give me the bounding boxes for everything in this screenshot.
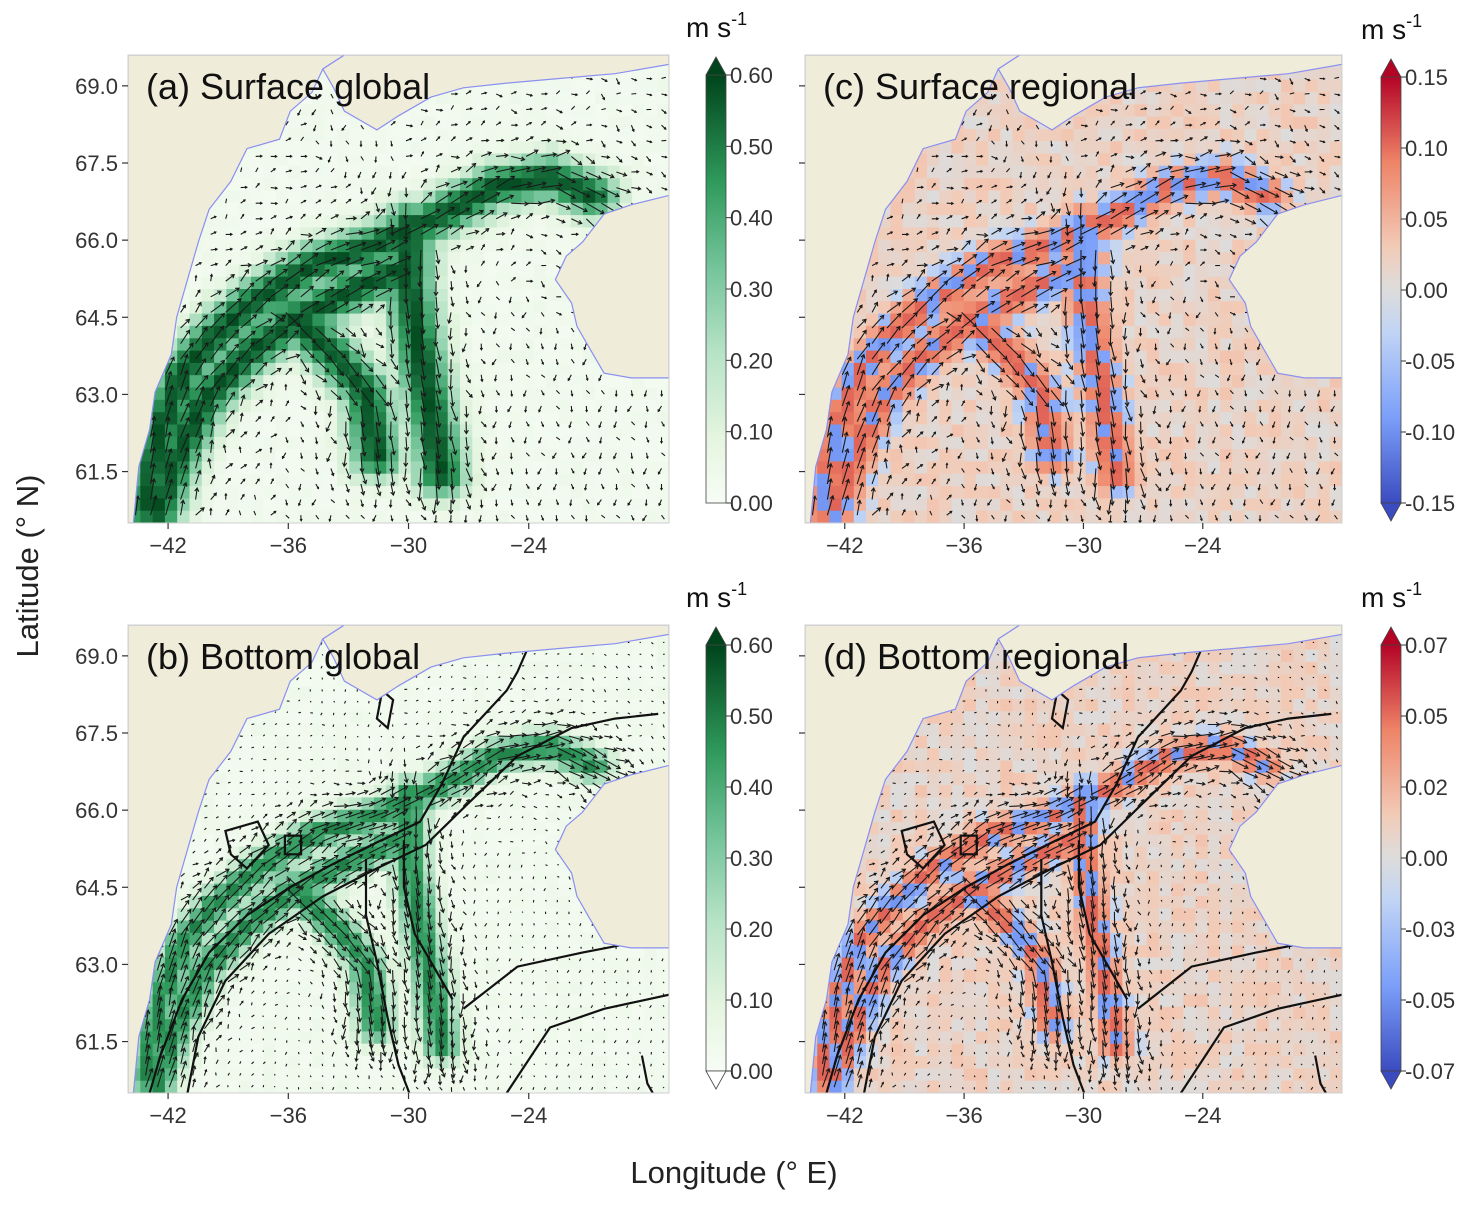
colorbar-tick-label: -0.05 [1405, 988, 1455, 1013]
colorbar-tick-label: -0.15 [1405, 491, 1455, 516]
plot-area-c [805, 55, 1343, 524]
x-tick-label: −24 [510, 533, 547, 558]
colorbar-unit: m s-1 [1361, 579, 1422, 613]
colorbar-tick-label: 0.60 [730, 63, 773, 88]
plot-area-a [128, 55, 670, 524]
colorbar-extend-max [706, 57, 726, 75]
x-tick-label: −42 [149, 533, 186, 558]
colorbar-unit: m s-1 [686, 579, 747, 613]
y-tick-label: 67.5 [75, 721, 118, 746]
y-tick-label: 61.5 [75, 1030, 118, 1055]
x-tick-label: −24 [1184, 1103, 1221, 1128]
y-tick-label: 64.5 [75, 305, 118, 330]
colorbar-tick-label: 0.30 [730, 846, 773, 871]
x-tick-label: −42 [149, 1103, 186, 1128]
colorbar-tick-label: 0.10 [730, 988, 773, 1013]
colorbar-unit-exponent: -1 [731, 9, 747, 29]
colorbar-a: 0.00 0.10 0.20 0.30 0.40 0.50 0.60 m s-1 [686, 9, 773, 516]
y-tick-label: 66.0 [75, 228, 118, 253]
colorbar-tick-label: 0.00 [1405, 846, 1448, 871]
x-tick-label: −36 [270, 1103, 307, 1128]
colorbar-tick-label: -0.03 [1405, 917, 1455, 942]
colorbar-tick-label: 0.10 [730, 420, 773, 445]
colorbar-gradient [1381, 645, 1401, 1071]
colorbar-extend-min [706, 1071, 726, 1089]
colorbar-tick-label: 0.40 [730, 775, 773, 800]
x-tick-label: −30 [390, 1103, 427, 1128]
y-tick-label: 61.5 [75, 460, 118, 485]
panel-b: (b) Bottom global −42 −36 −30 −24 69.0 67.5 66.… [75, 579, 773, 1128]
x-tick-label: −36 [945, 1103, 982, 1128]
colorbar-unit: m s-1 [686, 9, 747, 43]
colorbar-tick-label: 0.30 [730, 277, 773, 302]
x-tick-label: −30 [1065, 1103, 1102, 1128]
panel-title: (d) Bottom regional [823, 636, 1129, 677]
colorbar-tick-label: 0.40 [730, 206, 773, 231]
colorbar-gradient [706, 645, 726, 1071]
colorbar-tick-label: -0.05 [1405, 349, 1455, 374]
colorbar-extend-max [1381, 627, 1401, 645]
colorbar-unit-exponent: -1 [1406, 579, 1422, 599]
x-tick-label: −30 [1065, 533, 1102, 558]
colorbar-unit: m s-1 [1361, 11, 1422, 45]
colorbar-tick-label: 0.05 [1405, 704, 1448, 729]
colorbar-extend-max [1381, 59, 1401, 77]
x-tick-label: −24 [510, 1103, 547, 1128]
colorbar-d: -0.07 -0.05 -0.03 0.00 0.02 0.05 0.07 m s-1 [1361, 579, 1455, 1089]
colorbar-tick-label: 0.50 [730, 704, 773, 729]
panel-d: (d) Bottom regional−42−36−30−24-0.07-0.0… [799, 579, 1455, 1128]
colorbar-tick-label: 0.15 [1405, 65, 1448, 90]
colorbar-tick-label: 0.05 [1405, 207, 1448, 232]
colorbar-unit-exponent: -1 [1406, 11, 1422, 31]
colorbar-tick-label: 0.07 [1405, 633, 1448, 658]
colorbar-extend-max [706, 627, 726, 645]
y-tick-label: 63.0 [75, 952, 118, 977]
y-tick-label: 66.0 [75, 798, 118, 823]
y-tick-label: 67.5 [75, 151, 118, 176]
panel-a: (a) Surface global −42 −36 −30 −24 69.0 67.5 66… [75, 9, 773, 558]
x-tick-label: −42 [826, 1103, 863, 1128]
panel-title: (a) Surface global [146, 66, 430, 107]
x-tick-label: −24 [1184, 533, 1221, 558]
colorbar-extend-min [1381, 503, 1401, 521]
panel-title: (b) Bottom global [146, 636, 420, 677]
x-tick-label: −36 [945, 533, 982, 558]
colorbar-tick-label: 0.10 [1405, 136, 1448, 161]
panel-title: (c) Surface regional [823, 66, 1137, 107]
colorbar-tick-label: 0.60 [730, 633, 773, 658]
x-tick-label: −30 [390, 533, 427, 558]
colorbar-tick-label: 0.00 [730, 491, 773, 516]
colorbar-tick-label: 0.02 [1405, 775, 1448, 800]
colorbar-tick-label: 0.00 [1405, 278, 1448, 303]
colorbar-b: 0.00 0.10 0.20 0.30 0.40 0.50 0.60 m s-1 [686, 579, 773, 1089]
x-tick-label: −42 [826, 533, 863, 558]
colorbar-extend-min [1381, 1071, 1401, 1089]
colorbar-gradient [706, 75, 726, 503]
colorbar-c: -0.15 -0.10 -0.05 0.00 0.05 0.10 0.15 m s-1 [1361, 11, 1455, 521]
plot-area-d [805, 625, 1343, 1094]
colorbar-gradient [1381, 77, 1401, 503]
x-tick-label: −36 [270, 533, 307, 558]
y-axis-title: Latitude (° N) [10, 475, 45, 658]
y-tick-label: 63.0 [75, 382, 118, 407]
y-tick-label: 69.0 [75, 74, 118, 99]
colorbar-tick-label: 0.00 [730, 1059, 773, 1084]
colorbar-tick-label: 0.20 [730, 348, 773, 373]
x-axis-title: Longitude (° E) [630, 1155, 837, 1190]
plot-area-b [128, 625, 670, 1094]
colorbar-tick-label: 0.50 [730, 134, 773, 159]
y-tick-label: 69.0 [75, 644, 118, 669]
panel-c: (c) Surface regional−42−36−30−24-0.15-0.… [799, 11, 1455, 558]
colorbar-tick-label: -0.10 [1405, 420, 1455, 445]
y-tick-label: 64.5 [75, 875, 118, 900]
colorbar-tick-label: -0.07 [1405, 1059, 1455, 1084]
colorbar-tick-label: 0.20 [730, 917, 773, 942]
colorbar-unit-exponent: -1 [731, 579, 747, 599]
